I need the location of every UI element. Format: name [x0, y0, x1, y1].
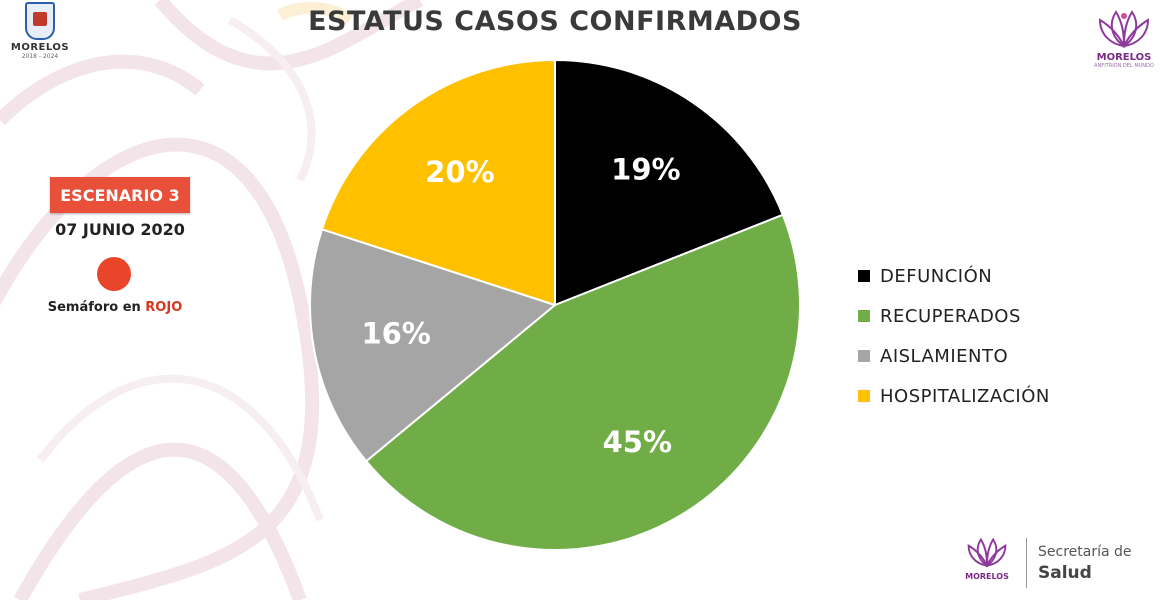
traffic-light-icon: [97, 257, 131, 291]
flower-icon: [967, 537, 1007, 568]
data-label-aislamiento: 16%: [361, 316, 430, 350]
morelos-flower-logo: MORELOS ANFITRIÓN DEL MUNDO: [1086, 2, 1162, 69]
pie-slice-hospitalizacion: [320, 58, 556, 307]
logo-name: MORELOS: [1096, 52, 1152, 63]
seal-name: MORELOS: [10, 42, 70, 53]
data-label-recuperados: 45%: [603, 425, 672, 459]
scenario-badge: ESCENARIO 3: [50, 177, 190, 213]
footer-divider: [1026, 538, 1027, 588]
footer-logo-name: MORELOS: [965, 572, 1009, 581]
legend-swatch: [858, 390, 870, 402]
data-label-defuncion: 19%: [611, 152, 680, 186]
legend-swatch: [858, 270, 870, 282]
footer-flower-logo: MORELOS: [958, 530, 1016, 592]
pie-slice-aislamiento: [309, 228, 558, 463]
footer-line2: Salud: [1038, 563, 1092, 583]
data-label-hospitalizacion: 20%: [425, 155, 494, 189]
legend-item: DEFUNCIÓN: [858, 256, 1050, 296]
semaforo-prefix: Semáforo en: [47, 300, 146, 315]
legend-label: AISLAMIENTO: [880, 345, 1009, 367]
legend-label: HOSPITALIZACIÓN: [880, 385, 1050, 407]
logo-tagline: ANFITRIÓN DEL MUNDO: [1094, 63, 1154, 69]
legend-item: HOSPITALIZACIÓN: [858, 376, 1050, 416]
legend-item: AISLAMIENTO: [858, 336, 1050, 376]
morelos-seal-logo: MORELOS 2018 - 2024: [8, 2, 72, 60]
shield-icon: [25, 2, 55, 40]
semaforo-status: Semáforo en ROJO: [30, 300, 200, 315]
secretaria-salud-logo: MORELOS Secretaría de Salud: [958, 530, 1158, 592]
chart-legend: DEFUNCIÓN RECUPERADOS AISLAMIENTO HOSPIT…: [858, 256, 1050, 416]
footer-line1: Secretaría de: [1038, 544, 1132, 560]
seal-years: 2018 - 2024: [21, 53, 59, 60]
legend-item: RECUPERADOS: [858, 296, 1050, 336]
report-date: 07 JUNIO 2020: [55, 220, 185, 239]
legend-label: RECUPERADOS: [880, 305, 1021, 327]
chart-title: ESTATUS CASOS CONFIRMADOS: [308, 6, 802, 37]
pie-slice-recuperados: [364, 213, 801, 551]
legend-label: DEFUNCIÓN: [880, 265, 993, 287]
flower-icon: [1098, 10, 1150, 48]
pie-chart: 19% 45% 16% 20%: [309, 58, 801, 551]
semaforo-color-word: ROJO: [145, 300, 183, 315]
legend-swatch: [858, 310, 870, 322]
pie-slice-defuncion: [554, 58, 785, 307]
legend-swatch: [858, 350, 870, 362]
